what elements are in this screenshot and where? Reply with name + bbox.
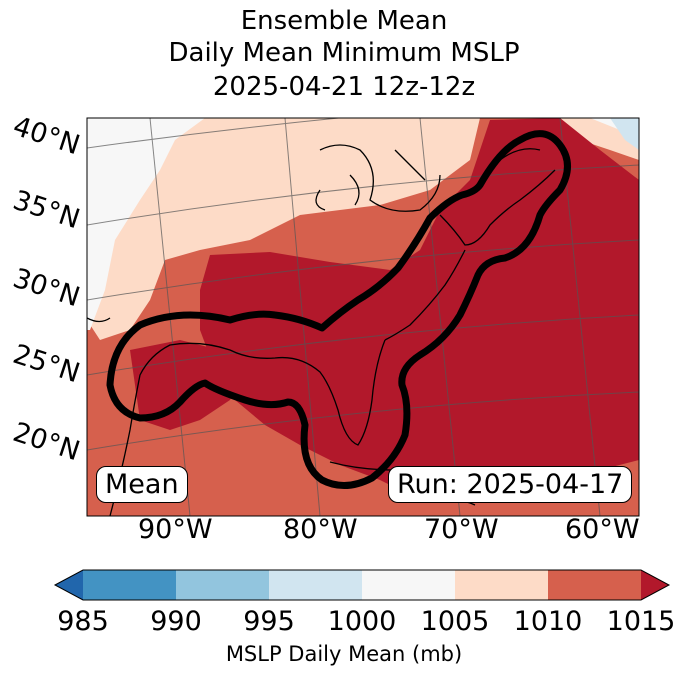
- colorbar-tick-995: 995: [243, 606, 295, 637]
- coastlines: [87, 144, 556, 516]
- fill-white-nw: [87, 118, 205, 330]
- title-line-2: Daily Mean Minimum MSLP: [168, 38, 520, 68]
- colorbar-segment-990: [176, 570, 269, 600]
- fill-light-nw: [87, 118, 480, 340]
- colorbar-tick-1000: 1000: [327, 606, 397, 637]
- title-line-3: 2025-04-21 12z-12z: [212, 72, 476, 102]
- lon-label-70: 70°W: [424, 514, 499, 545]
- fill-dark-gulf: [130, 340, 240, 430]
- colorbar-extend-low: [55, 570, 83, 600]
- lon-label-90: 90°W: [138, 514, 213, 545]
- lon-label-80: 80°W: [283, 514, 358, 545]
- colorbar-outline: [53, 569, 671, 601]
- colorbar-extend-high: [641, 570, 669, 600]
- colorbar-tick-1005: 1005: [420, 606, 490, 637]
- colorbar-tick-985: 985: [57, 606, 109, 637]
- colorbar-label: MSLP Daily Mean (mb): [225, 642, 463, 666]
- colorbar-segment-1000: [362, 570, 455, 600]
- colorbar: [53, 569, 671, 601]
- colorbar-segment-1010: [548, 570, 641, 600]
- colorbar-segment-995: [269, 570, 362, 600]
- fill-blue-ne: [610, 118, 639, 150]
- mean-label: Mean: [96, 466, 188, 503]
- lon-label-60: 60°W: [565, 514, 640, 545]
- colorbar-tick-990: 990: [150, 606, 202, 637]
- mean-contour: [106, 130, 571, 489]
- run-label: Run: 2025-04-17: [388, 466, 633, 503]
- colorbar-segment-1005: [455, 570, 548, 600]
- colorbar-tick-1010: 1010: [513, 606, 583, 637]
- title-line-1: Ensemble Mean: [240, 6, 448, 36]
- colorbar-tick-1015: 1015: [606, 606, 676, 637]
- map-frame: [86, 117, 640, 517]
- colorbar-segment-985: [83, 570, 176, 600]
